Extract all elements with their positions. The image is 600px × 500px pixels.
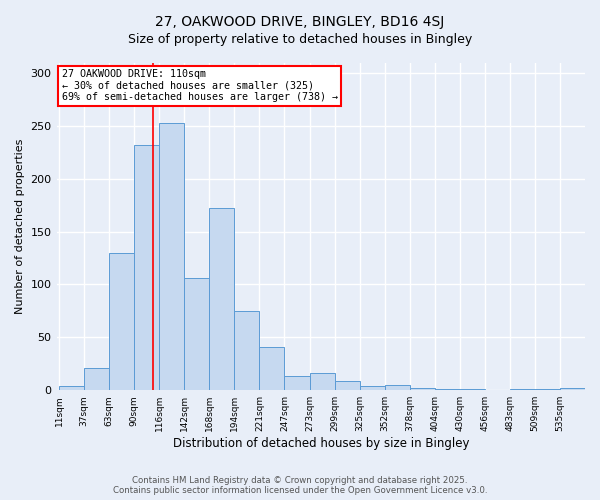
Bar [134, 145, 159, 390]
Bar [359, 386, 385, 390]
Bar [385, 385, 410, 390]
Bar [209, 208, 235, 390]
Bar [109, 253, 134, 390]
Bar [410, 388, 435, 390]
Bar [84, 368, 109, 390]
Bar [159, 123, 184, 390]
Bar [184, 278, 209, 390]
Text: 27, OAKWOOD DRIVE, BINGLEY, BD16 4SJ: 27, OAKWOOD DRIVE, BINGLEY, BD16 4SJ [155, 15, 445, 29]
Bar [259, 347, 284, 390]
Y-axis label: Number of detached properties: Number of detached properties [15, 138, 25, 314]
Bar [235, 311, 259, 390]
Bar [510, 389, 535, 390]
Bar [310, 374, 335, 390]
Text: Size of property relative to detached houses in Bingley: Size of property relative to detached ho… [128, 32, 472, 46]
Bar [560, 388, 585, 390]
Bar [435, 389, 460, 390]
Bar [59, 386, 84, 390]
Bar [284, 376, 310, 390]
Bar [460, 389, 485, 390]
Bar [535, 389, 560, 390]
X-axis label: Distribution of detached houses by size in Bingley: Distribution of detached houses by size … [173, 437, 469, 450]
Text: 27 OAKWOOD DRIVE: 110sqm
← 30% of detached houses are smaller (325)
69% of semi-: 27 OAKWOOD DRIVE: 110sqm ← 30% of detach… [62, 69, 338, 102]
Bar [335, 380, 359, 390]
Text: Contains HM Land Registry data © Crown copyright and database right 2025.
Contai: Contains HM Land Registry data © Crown c… [113, 476, 487, 495]
